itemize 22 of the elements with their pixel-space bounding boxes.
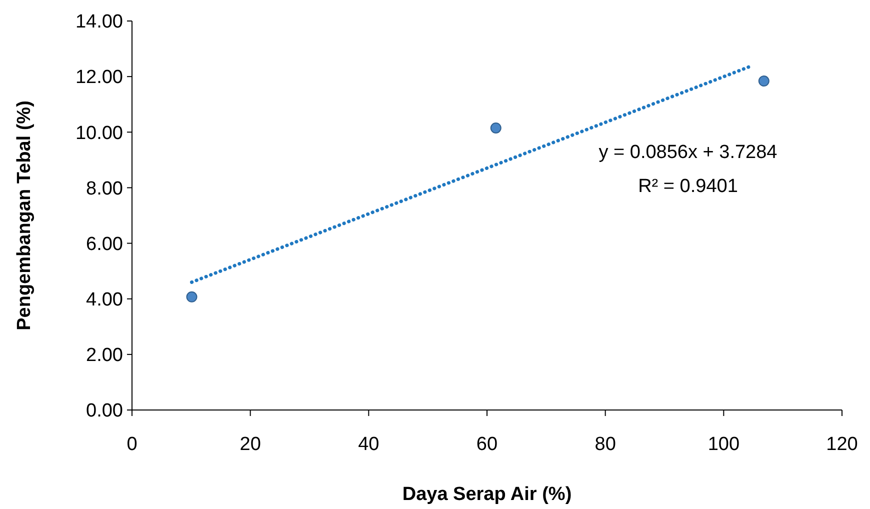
y-tick-label: 0.00	[86, 400, 123, 422]
point	[758, 76, 770, 87]
x-tick-label: 120	[826, 434, 858, 455]
y-tick-label: 8.00	[86, 178, 123, 200]
y-tick-label: 6.00	[86, 234, 123, 255]
x-tick-label: 100	[708, 434, 740, 455]
y-tick-label: 12.00	[75, 67, 123, 88]
x-tick-label: 0	[126, 434, 138, 455]
point	[186, 291, 198, 302]
x-tick-label: 80	[594, 434, 616, 455]
x-tick-label: 20	[240, 434, 261, 455]
y-tick-label: 4.00	[86, 290, 123, 311]
y-tick-label: 2.00	[86, 345, 123, 366]
y-tick-label: 14.00	[75, 12, 123, 33]
x-tick-label: 60	[476, 434, 498, 455]
x-axis-title: Daya Serap Air (%)	[402, 484, 572, 505]
annotation: y = 0.0856x + 3.7284	[598, 142, 778, 163]
point	[490, 122, 502, 134]
y-tick-label: 10.00	[75, 122, 123, 144]
y-axis-title: Pengembangan Tebal (%)	[14, 100, 35, 330]
annotation: R² = 0.9401	[638, 176, 738, 197]
x-tick-label: 40	[358, 434, 380, 455]
